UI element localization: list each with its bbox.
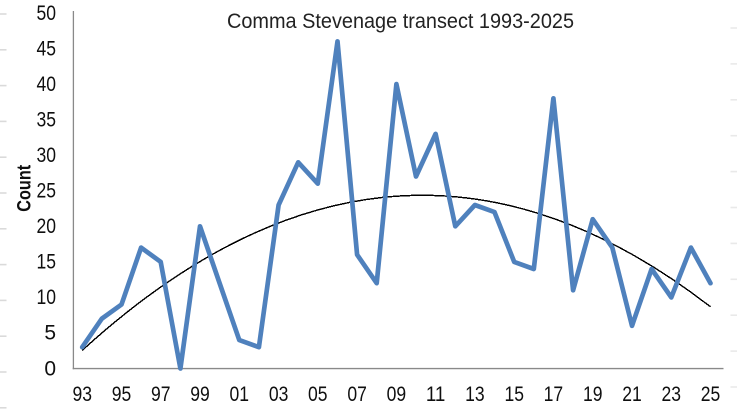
svg-text:50: 50 — [37, 2, 57, 25]
svg-text:09: 09 — [387, 383, 407, 406]
svg-text:45: 45 — [37, 37, 57, 60]
svg-text:40: 40 — [37, 73, 57, 96]
svg-text:17: 17 — [544, 383, 564, 406]
svg-text:25: 25 — [701, 383, 721, 406]
svg-text:99: 99 — [190, 383, 210, 406]
svg-text:15: 15 — [504, 383, 524, 406]
svg-text:Count: Count — [15, 164, 36, 212]
svg-text:07: 07 — [347, 383, 367, 406]
svg-text:13: 13 — [465, 383, 485, 406]
svg-text:03: 03 — [269, 383, 289, 406]
svg-text:15: 15 — [37, 251, 57, 274]
svg-text:25: 25 — [37, 180, 57, 203]
svg-text:10: 10 — [37, 286, 57, 309]
svg-text:01: 01 — [230, 383, 250, 406]
svg-text:97: 97 — [151, 383, 171, 406]
svg-text:05: 05 — [308, 383, 328, 406]
svg-text:5: 5 — [44, 322, 56, 345]
svg-text:23: 23 — [662, 383, 682, 406]
svg-text:Comma Stevenage transect 1993-: Comma Stevenage transect 1993-2025 — [227, 10, 574, 33]
svg-text:35: 35 — [37, 109, 57, 132]
svg-text:95: 95 — [112, 383, 132, 406]
svg-text:30: 30 — [37, 144, 57, 167]
svg-text:21: 21 — [622, 383, 642, 406]
svg-text:93: 93 — [72, 383, 92, 406]
svg-text:11: 11 — [426, 383, 446, 406]
svg-text:20: 20 — [37, 215, 57, 238]
svg-text:19: 19 — [583, 383, 603, 406]
svg-text:0: 0 — [44, 357, 56, 380]
